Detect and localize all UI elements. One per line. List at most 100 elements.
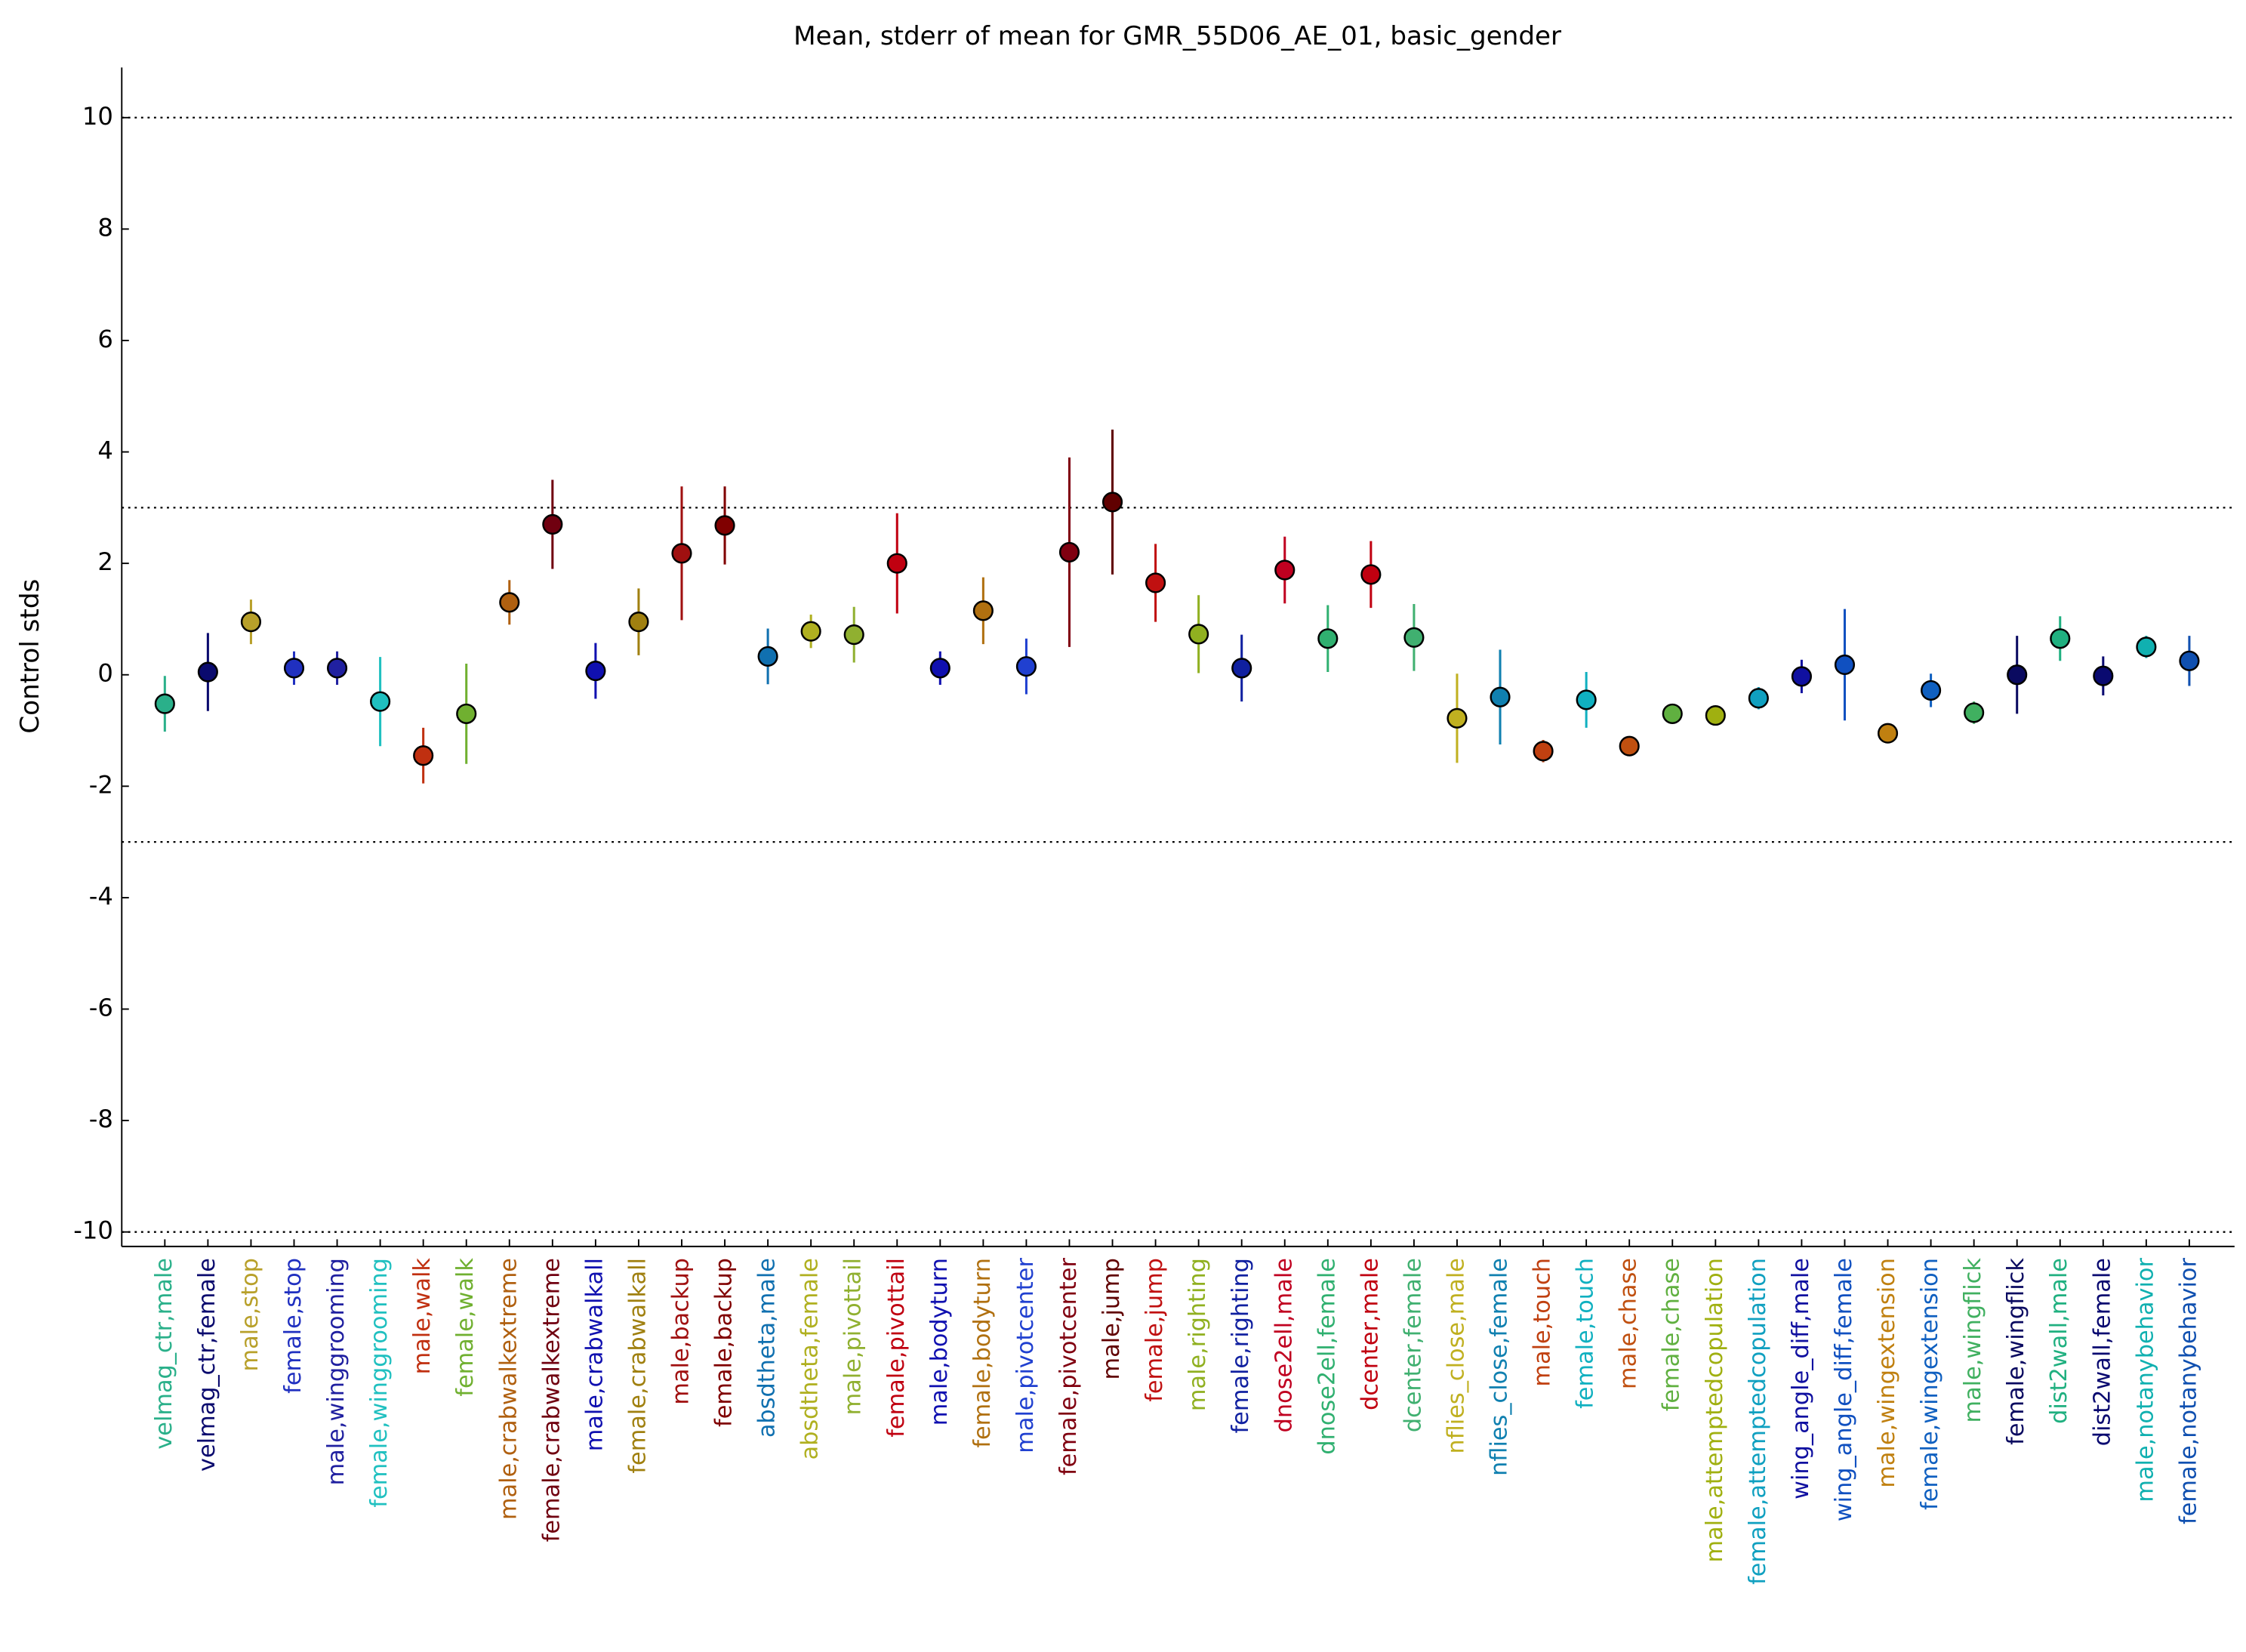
y-tick-label: 4 [97, 436, 113, 465]
mean-marker [1705, 705, 1726, 726]
x-tick-label: female,walk [452, 1258, 479, 1397]
mean-marker [886, 553, 907, 574]
y-axis-label: Control stds [15, 579, 45, 734]
mean-marker [628, 612, 649, 633]
x-tick-label: male,touch [1530, 1258, 1556, 1387]
mean-marker [2093, 665, 2114, 686]
mean-marker [1403, 627, 1425, 648]
y-tick-label: -6 [89, 993, 113, 1022]
mean-marker [1748, 688, 1769, 709]
x-tick-label: female,stop [280, 1258, 307, 1394]
mean-marker [326, 658, 348, 679]
y-tick-label: -4 [89, 882, 113, 911]
y-tick-label: 6 [97, 325, 113, 353]
mean-marker [1101, 492, 1123, 513]
y-tick-label: 8 [97, 213, 113, 242]
mean-marker [1576, 689, 1597, 710]
x-tick-label: female,bodyturn [969, 1258, 996, 1448]
x-tick-label: velmag_ctr,female [194, 1258, 220, 1472]
mean-marker [1145, 572, 1166, 593]
x-tick-label: female,chase [1659, 1258, 1685, 1411]
x-tick-label: wing_angle_diff,female [1831, 1258, 1857, 1521]
x-tick-label: dcenter,female [1400, 1258, 1426, 1432]
x-tick-label: male,chase [1616, 1258, 1642, 1389]
x-tick-label: female,jump [1141, 1258, 1168, 1402]
mean-marker [1619, 735, 1640, 757]
x-tick-label: dcenter,male [1357, 1258, 1383, 1410]
mean-marker [154, 693, 175, 714]
y-tick-label: 0 [97, 659, 113, 688]
x-tick-label: absdtheta,male [754, 1258, 781, 1438]
mean-marker [1360, 564, 1382, 585]
x-tick-label: female,crabwalkextreme [538, 1258, 565, 1542]
x-tick-label: female,pivotcenter [1055, 1258, 1082, 1476]
x-tick-label: female,pivottail [883, 1258, 910, 1438]
mean-marker [1964, 702, 1985, 723]
mean-marker [499, 592, 520, 613]
x-tick-label: dnose2ell,male [1271, 1258, 1297, 1432]
x-tick-label: absdtheta,female [797, 1258, 824, 1459]
x-tick-label: male,righting [1185, 1258, 1211, 1411]
x-tick-label: female,attemptedcopulation [1745, 1258, 1771, 1585]
x-tick-label: male,crabwalkall [581, 1258, 608, 1451]
y-tick-label: 2 [97, 547, 113, 576]
x-tick-label: female,righting [1228, 1258, 1254, 1433]
mean-marker [929, 658, 950, 679]
mean-marker [1877, 723, 1899, 744]
chart-title: Mean, stderr of mean for GMR_55D06_AE_01… [793, 21, 1562, 51]
x-tick-label: male,attemptedcopulation [1702, 1258, 1728, 1563]
mean-marker [1533, 741, 1554, 762]
mean-marker [1791, 666, 1812, 687]
x-tick-label: female,notanybehavior [2175, 1258, 2201, 1524]
x-tick-label: male,pivottail [840, 1258, 867, 1415]
mean-marker [757, 646, 778, 667]
x-tick-label: male,crabwalkextreme [495, 1258, 522, 1520]
mean-marker [1188, 624, 1209, 645]
mean-marker [1662, 703, 1683, 724]
mean-marker [585, 660, 606, 682]
mean-marker [1231, 658, 1252, 679]
x-tick-label: male,jump [1098, 1258, 1125, 1379]
mean-marker [413, 745, 434, 766]
mean-marker [2179, 650, 2200, 671]
mean-marker [1834, 654, 1856, 676]
x-tick-label: male,wingextension [1874, 1258, 1900, 1488]
x-tick-label: nflies_close,male [1443, 1258, 1469, 1453]
x-tick-label: male,backup [667, 1258, 694, 1405]
x-tick-label: male,pivotcenter [1012, 1258, 1039, 1453]
y-tick-label: 10 [82, 102, 113, 131]
x-tick-label: female,crabwalkall [624, 1258, 651, 1474]
mean-marker [800, 621, 821, 642]
x-tick-label: dnose2ell,female [1314, 1258, 1340, 1455]
mean-marker [1490, 686, 1511, 707]
x-tick-label: velmag_ctr,male [151, 1258, 177, 1450]
mean-marker [1058, 541, 1080, 562]
mean-marker [714, 515, 735, 536]
mean-marker [843, 624, 864, 646]
mean-marker [2050, 628, 2071, 649]
mean-marker [1317, 628, 1339, 649]
mean-marker [1921, 680, 1942, 701]
x-tick-label: wing_angle_diff,male [1788, 1258, 1814, 1499]
mean-marker [240, 612, 262, 633]
x-tick-label: male,bodyturn [926, 1258, 953, 1425]
x-tick-label: male,wingflick [1960, 1258, 1986, 1423]
x-tick-label: female,wingextension [1917, 1258, 1943, 1510]
x-tick-label: female,touch [1573, 1258, 1599, 1409]
mean-marker [1015, 656, 1037, 677]
mean-marker [456, 703, 477, 724]
x-tick-label: nflies_close,female [1487, 1258, 1513, 1476]
y-tick-label: -10 [73, 1216, 113, 1245]
x-tick-label: female,backup [711, 1258, 738, 1427]
mean-marker [2136, 636, 2157, 658]
x-tick-label: male,winggrooming [323, 1258, 350, 1485]
x-tick-label: female,wingflick [2003, 1258, 2029, 1445]
mean-marker [972, 600, 994, 621]
x-tick-label: male,walk [409, 1258, 436, 1375]
mean-marker [283, 658, 305, 679]
x-tick-label: dist2wall,female [2089, 1258, 2115, 1446]
y-tick-label: -2 [89, 770, 113, 799]
x-tick-label: dist2wall,male [2046, 1258, 2072, 1424]
mean-marker [1446, 707, 1468, 729]
